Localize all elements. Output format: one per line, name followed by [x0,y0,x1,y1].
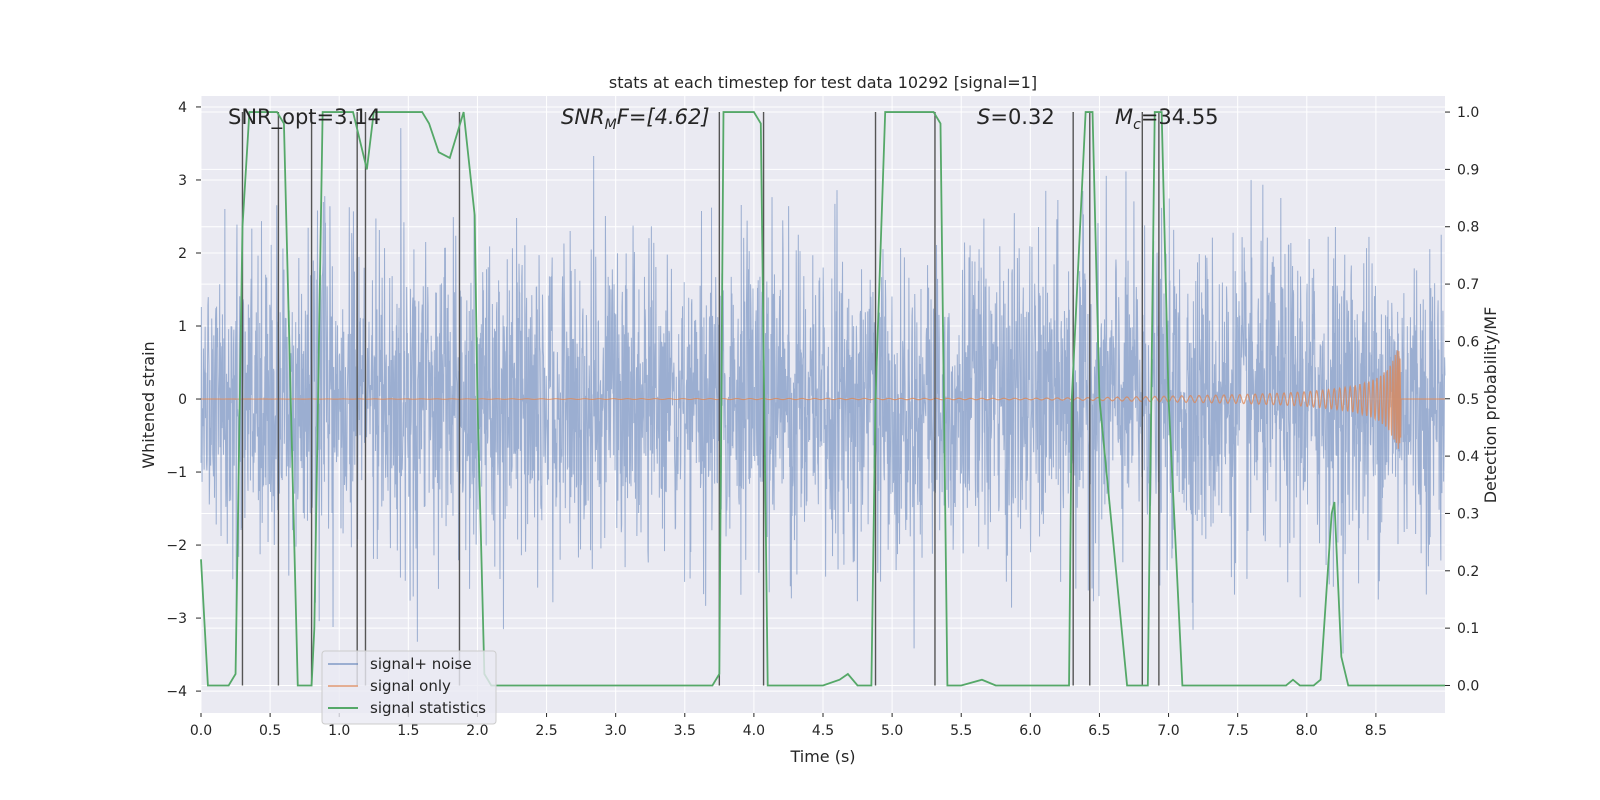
x-tick-label: 7.0 [1157,723,1179,739]
mc-subscript: c [1133,117,1141,133]
y-right-tick-label: 0.4 [1457,449,1479,465]
legend-label-noise: signal+ noise [370,655,472,673]
legend-label-stats: signal statistics [370,699,486,717]
y-right-tick-label: 0.7 [1457,277,1479,293]
x-tick-label: 2.5 [535,723,557,739]
s-symbol: S [977,105,990,129]
y-left-tick-label: 3 [178,173,187,189]
y-left-tick-label: 1 [178,319,187,335]
x-tick-label: 0.5 [259,723,281,739]
legend: signal+ noise signal only signal statist… [321,650,497,725]
x-tick-label: 3.0 [605,723,627,739]
y-right-axis-label: Detection probability/MF [1481,307,1500,504]
mc-value: =34.55 [1141,105,1219,129]
y-left-axis-label: Whitened strain [139,341,158,468]
y-right-tick-label: 0.5 [1457,392,1479,408]
legend-label-signal: signal only [370,677,451,695]
x-tick-label: 5.0 [881,723,903,739]
x-tick-label: 8.0 [1296,723,1318,739]
annotation-snr-mf: SNRMF=[4.62] [561,105,710,133]
snr-mf-symbol: SNR [561,105,605,129]
y-right-tick-label: 1.0 [1457,105,1479,121]
snr-mf-value: F=[4.62] [617,105,710,129]
y-left-tick-label: −3 [166,611,187,627]
y-right-tick-label: 0.1 [1457,621,1479,637]
y-left-tick-label: 4 [178,100,187,116]
y-right-tick-label: 0.3 [1457,506,1479,522]
y-right-tick-label: 0.2 [1457,564,1479,580]
signal-line [201,350,1445,449]
noise-series [200,128,1446,654]
y-right-tick-labels: 0.0 0.1 0.2 0.3 0.4 0.5 0.6 0.7 0.8 0.9 1.0 [1445,105,1479,694]
x-tick-label: 4.0 [743,723,765,739]
annotation-s: S=0.32 [977,105,1055,129]
y-left-tick-label: 2 [178,246,187,262]
x-tick-label: 7.5 [1227,723,1249,739]
x-tick-labels: 0.0 0.5 1.0 1.5 2.0 2.5 3.0 3.5 4.0 4.5 5.0 5.5 6.0 6… [190,713,1387,739]
y-left-tick-label: 0 [178,392,187,408]
stats-line [200,111,1445,687]
y-left-tick-labels: −4 −3 −2 −1 0 1 2 3 4 [166,100,201,700]
x-tick-label: 2.0 [466,723,488,739]
annotation-mc: Mc=34.55 [1115,105,1219,133]
y-left-tick-label: −1 [166,465,187,481]
x-tick-label: 1.0 [328,723,350,739]
x-axis-label: Time (s) [789,747,855,766]
mc-symbol: M [1115,105,1133,129]
y-left-tick-label: −4 [166,684,187,700]
x-tick-label: 1.5 [397,723,419,739]
chart-title: stats at each timestep for test data 102… [609,73,1037,92]
annotation-snr-opt: SNR_opt=3.14 [228,105,381,130]
x-tick-label: 5.5 [950,723,972,739]
x-tick-label: 4.5 [812,723,834,739]
x-tick-label: 6.0 [1019,723,1041,739]
y-right-tick-label: 0.9 [1457,162,1479,178]
x-tick-label: 6.5 [1088,723,1110,739]
s-value: =0.32 [990,105,1054,129]
y-left-tick-label: −2 [166,538,187,554]
y-right-tick-label: 0.6 [1457,334,1479,350]
grid [200,96,1445,713]
noise-line [200,128,1446,654]
y-right-tick-label: 0.8 [1457,220,1479,236]
x-tick-label: 3.5 [674,723,696,739]
legend-box [321,650,497,725]
signal-series [201,350,1445,449]
y-right-tick-label: 0.0 [1457,678,1479,694]
x-tick-label: 8.5 [1365,723,1387,739]
x-tick-label: 0.0 [190,723,212,739]
stats-series [200,111,1445,687]
snr-mf-subscript: M [605,117,617,133]
